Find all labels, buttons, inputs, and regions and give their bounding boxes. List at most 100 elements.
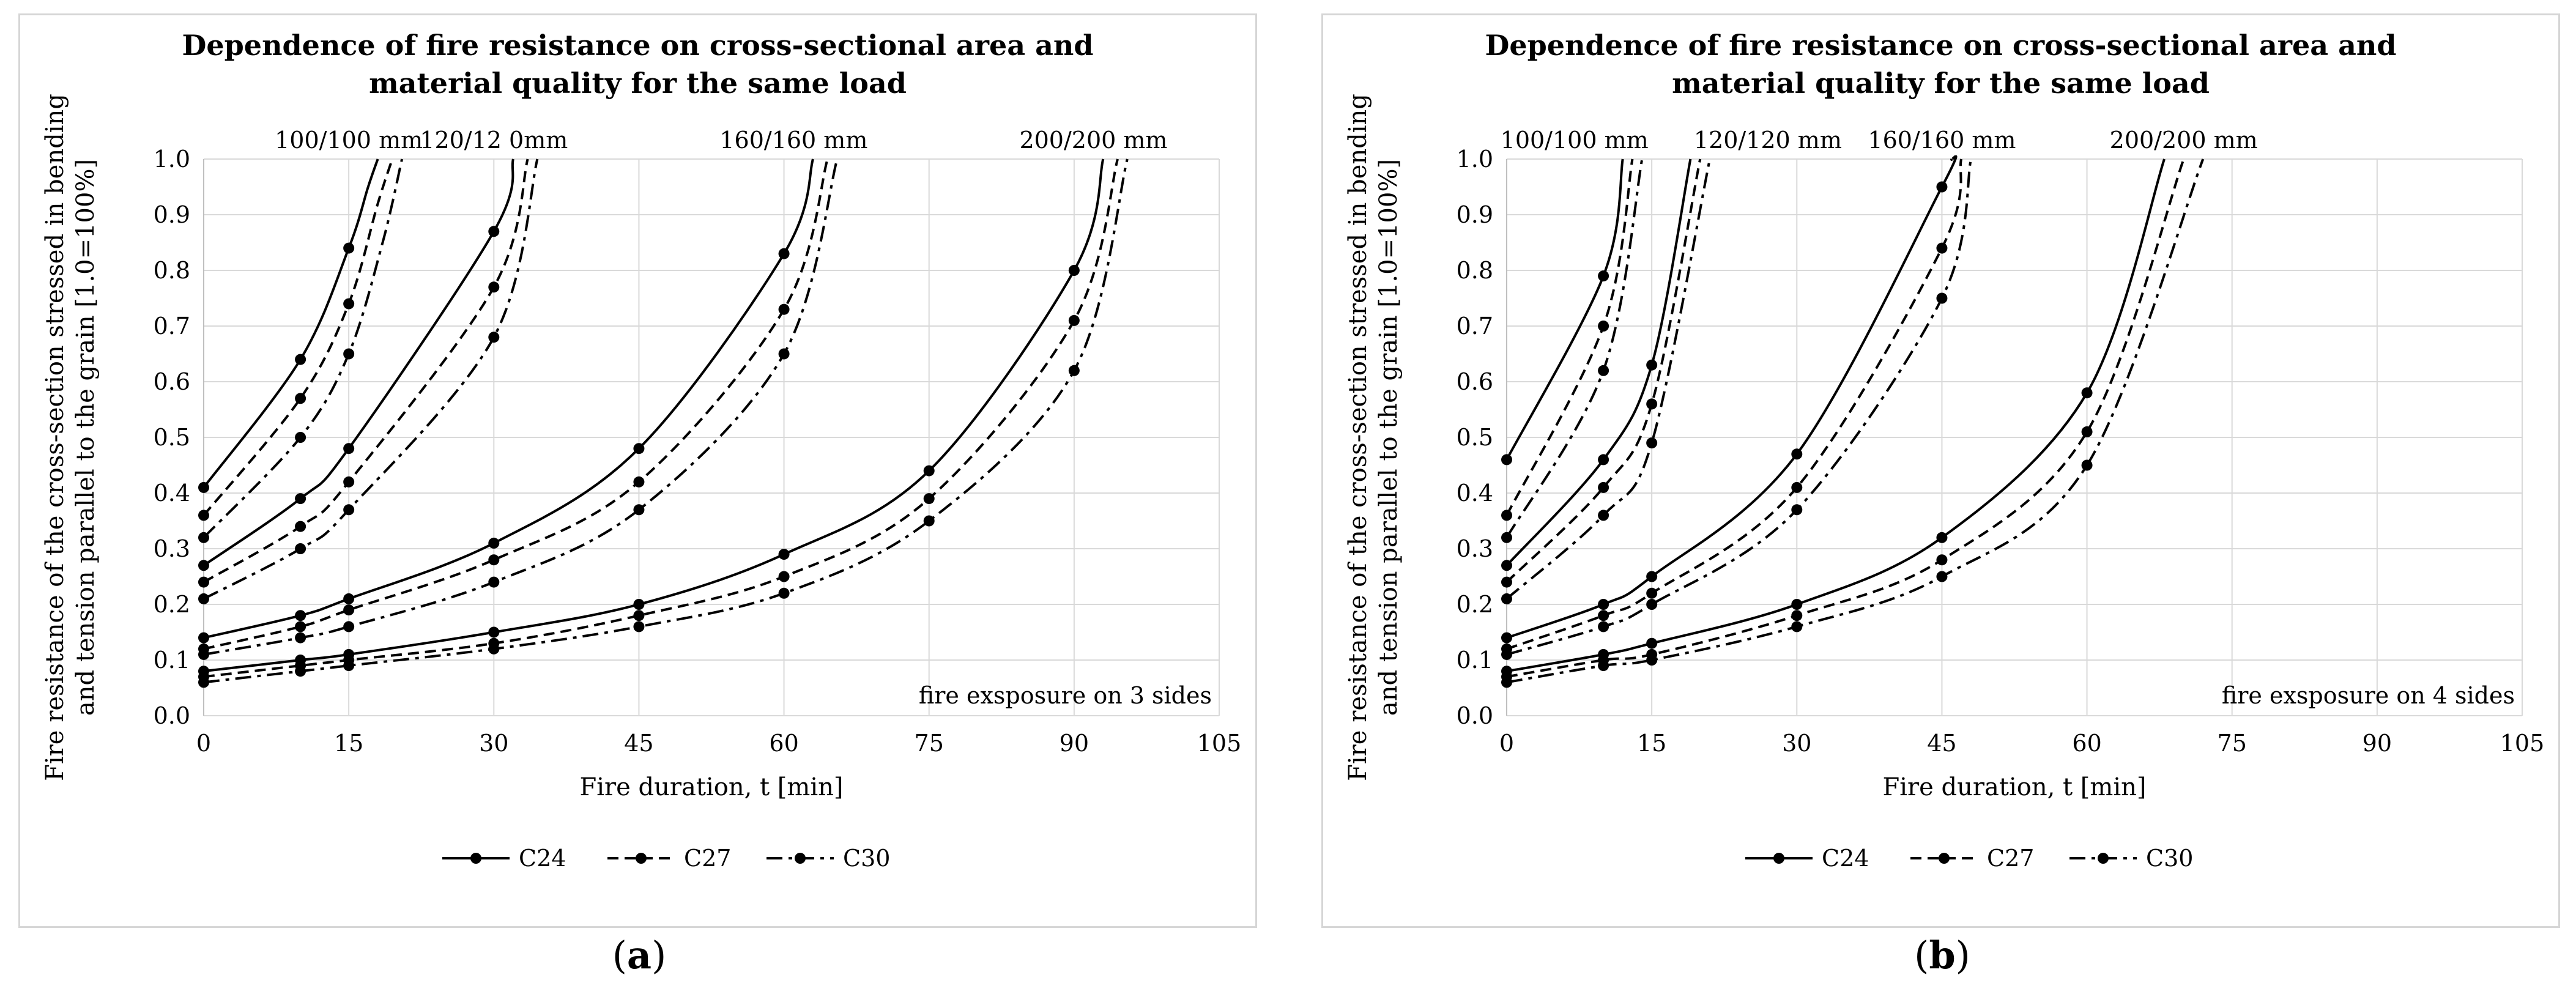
- series-line-c24: [204, 158, 1105, 673]
- data-point-c30: [198, 648, 209, 660]
- y-tick-label: 0.7: [1457, 313, 1493, 340]
- legend-label-c24: C24: [1822, 845, 1869, 872]
- panel-caption-letter: b: [1929, 933, 1956, 978]
- data-point-c24: [1598, 599, 1609, 610]
- data-point-c24: [488, 537, 500, 549]
- data-point-c24: [1791, 599, 1803, 610]
- series-line-c27: [1507, 158, 2185, 678]
- data-point-c24: [1646, 637, 1658, 649]
- series-line-c27: [204, 158, 394, 516]
- data-point-c30: [343, 621, 355, 633]
- data-point-c30: [1598, 510, 1609, 521]
- section-label: 160/160 mm: [719, 127, 867, 154]
- data-point-c27: [488, 554, 500, 566]
- series-line-c24: [1507, 158, 1624, 461]
- y-tick-label: 0.3: [154, 535, 190, 562]
- y-tick-label: 0.6: [154, 368, 190, 395]
- series-line-c24: [1507, 158, 2166, 673]
- data-point-c27: [198, 576, 209, 588]
- data-point-c30: [343, 348, 355, 360]
- x-tick-label: 60: [2072, 730, 2101, 757]
- panel-caption-b: (b): [1914, 933, 1970, 978]
- data-point-c30: [343, 660, 355, 672]
- data-point-c27: [2081, 426, 2093, 437]
- section-label: 120/120 mm: [1694, 127, 1842, 154]
- data-point-c27: [198, 510, 209, 521]
- y-tick-label: 0.4: [1457, 480, 1493, 507]
- series-line-c30: [204, 158, 839, 656]
- legend-label-c24: C24: [519, 845, 566, 872]
- data-point-c24: [295, 610, 306, 622]
- data-point-c27: [295, 521, 306, 532]
- x-tick-label: 45: [1927, 730, 1956, 757]
- panel-caption-letter: a: [626, 933, 652, 978]
- data-point-c27: [1791, 610, 1803, 622]
- data-point-c27: [633, 610, 645, 622]
- data-point-c30: [1068, 365, 1080, 376]
- data-point-c24: [633, 599, 645, 610]
- data-point-c30: [1501, 532, 1512, 543]
- section-label: 120/12 0mm: [420, 127, 568, 154]
- series-line-c27: [1507, 158, 1962, 650]
- data-point-c30: [1501, 593, 1512, 604]
- data-point-c30: [488, 332, 500, 343]
- legend-label-c30: C30: [2146, 845, 2193, 872]
- data-point-c24: [1598, 454, 1609, 466]
- data-point-c24: [488, 226, 500, 237]
- series-line-c24: [204, 158, 514, 566]
- x-tick-label: 30: [479, 730, 508, 757]
- data-point-c24: [1068, 265, 1080, 276]
- y-tick-label: 0.1: [1457, 647, 1493, 674]
- data-point-c30: [633, 504, 645, 516]
- x-tick-label: 45: [624, 730, 653, 757]
- data-point-c30: [778, 587, 790, 599]
- data-point-c27: [633, 476, 645, 488]
- data-point-c27: [778, 571, 790, 582]
- data-point-c24: [2081, 387, 2093, 399]
- data-point-c24: [1501, 454, 1512, 466]
- data-point-c27: [1598, 610, 1609, 622]
- series-line-c27: [204, 158, 529, 584]
- x-tick-label: 60: [769, 730, 798, 757]
- data-point-c27: [1068, 314, 1080, 326]
- data-point-c24: [778, 248, 790, 259]
- exposure-note: fire exsposure on 4 sides: [2222, 682, 2515, 709]
- series-line-c30: [204, 158, 539, 600]
- x-tick-label: 15: [334, 730, 363, 757]
- data-point-c30: [1791, 621, 1803, 633]
- exposure-note: fire exsposure on 3 sides: [919, 682, 1212, 709]
- data-point-c24: [198, 632, 209, 644]
- data-point-c27: [295, 393, 306, 404]
- y-tick-label: 0.0: [154, 702, 190, 729]
- data-point-c24: [488, 626, 500, 638]
- legend-marker-c30: [2098, 853, 2109, 864]
- x-tick-label: 105: [2500, 730, 2545, 757]
- series-line-c30: [1507, 158, 2205, 684]
- x-axis-title: Fire duration, t [min]: [1882, 773, 2146, 801]
- data-point-c30: [198, 593, 209, 604]
- data-point-c30: [295, 432, 306, 443]
- data-point-c30: [1646, 599, 1658, 610]
- data-point-c27: [1501, 576, 1512, 588]
- chart-title-line-2: material quality for the same load: [369, 67, 907, 100]
- data-point-c27: [1936, 554, 1948, 566]
- y-tick-label: 0.8: [1457, 257, 1493, 284]
- series-line-c30: [1507, 158, 1711, 600]
- series-line-c24: [1507, 155, 1958, 639]
- x-tick-label: 15: [1637, 730, 1666, 757]
- data-point-c24: [1598, 270, 1609, 282]
- data-point-c27: [1598, 321, 1609, 332]
- chart-panel-b: Dependence of fire resistance on cross-s…: [1321, 13, 2560, 928]
- legend-marker-c24: [1773, 853, 1784, 864]
- data-point-c27: [1646, 398, 1658, 410]
- legend-marker-c24: [470, 853, 481, 864]
- data-point-c30: [923, 515, 935, 527]
- data-point-c27: [343, 476, 355, 488]
- series-line-c27: [204, 158, 1119, 678]
- y-axis-title-line-2: and tension parallel to the grain [1.0=1…: [72, 159, 100, 716]
- y-tick-label: 0.8: [154, 257, 190, 284]
- data-point-c30: [295, 632, 306, 644]
- data-point-c30: [295, 543, 306, 554]
- y-tick-label: 0.7: [154, 313, 190, 340]
- series-line-c27: [1507, 158, 1702, 584]
